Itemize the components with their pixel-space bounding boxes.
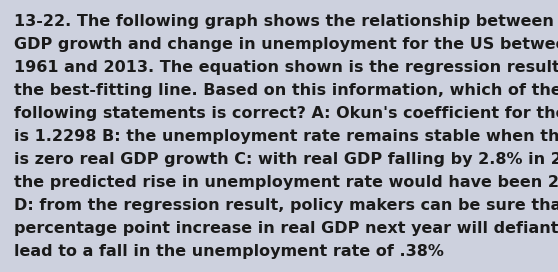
- Text: the predicted rise in unemployment rate would have been 2.3%: the predicted rise in unemployment rate …: [14, 175, 558, 190]
- Text: percentage point increase in real GDP next year will defiantly: percentage point increase in real GDP ne…: [14, 221, 558, 236]
- Text: D: from the regression result, policy makers can be sure that a 1: D: from the regression result, policy ma…: [14, 198, 558, 213]
- Text: the best-fitting line. Based on this information, which of the: the best-fitting line. Based on this inf…: [14, 83, 558, 98]
- Text: GDP growth and change in unemployment for the US between: GDP growth and change in unemployment fo…: [14, 37, 558, 52]
- Text: 13-22. The following graph shows the relationship between real: 13-22. The following graph shows the rel…: [14, 14, 558, 29]
- Text: following statements is correct? A: Okun's coefficient for the US: following statements is correct? A: Okun…: [14, 106, 558, 121]
- Text: 1961 and 2013. The equation shown is the regression result for: 1961 and 2013. The equation shown is the…: [14, 60, 558, 75]
- Text: is 1.2298 B: the unemployment rate remains stable when there: is 1.2298 B: the unemployment rate remai…: [14, 129, 558, 144]
- Text: lead to a fall in the unemployment rate of .38%: lead to a fall in the unemployment rate …: [14, 244, 444, 259]
- Text: is zero real GDP growth C: with real GDP falling by 2.8% in 2009,: is zero real GDP growth C: with real GDP…: [14, 152, 558, 167]
